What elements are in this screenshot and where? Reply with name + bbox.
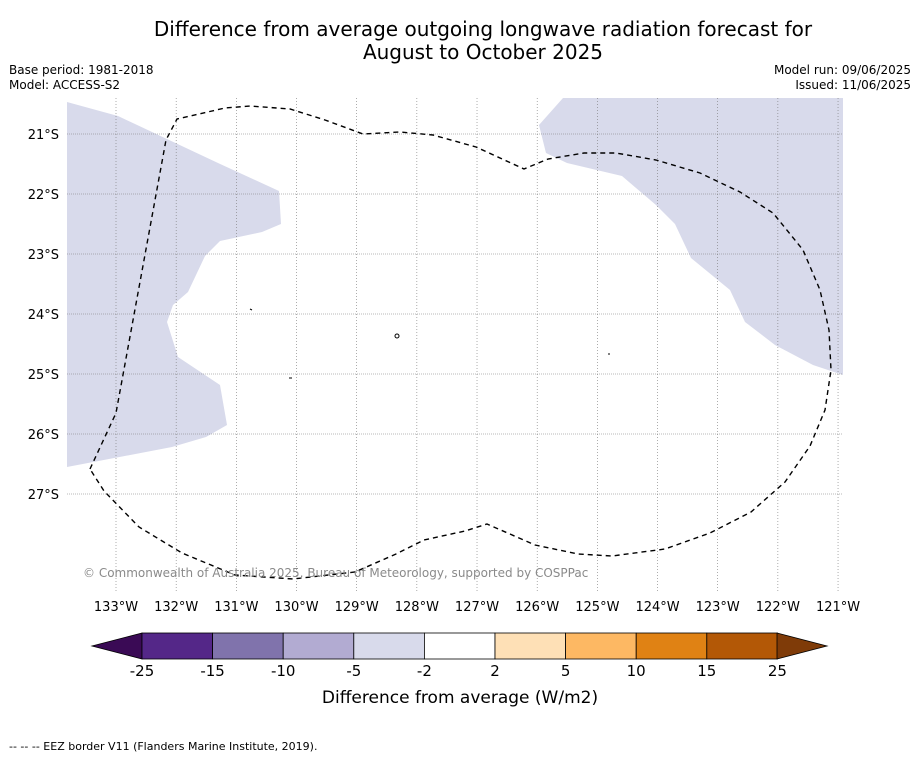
anomaly-layer xyxy=(67,98,843,467)
eez-legend: -- -- -- EEZ border V11 (Flanders Marine… xyxy=(9,740,318,753)
latitude-label: 27°S xyxy=(28,488,59,503)
colorbar-segment xyxy=(282,632,355,660)
longitude-label: 128°W xyxy=(395,600,439,615)
latitude-labels: 21°S 22°S 23°S 24°S 25°S 26°S 27°S xyxy=(28,128,59,503)
copyright-notice: © Commonwealth of Australia 2025, Bureau… xyxy=(83,566,588,580)
colorbar-segment xyxy=(494,632,566,660)
longitude-label: 131°W xyxy=(214,600,258,615)
islands xyxy=(249,308,610,379)
colorbar-tick-label: 25 xyxy=(768,662,787,680)
latitude-label: 22°S xyxy=(28,188,59,203)
colorbar-tick-label: 5 xyxy=(561,662,571,680)
longitude-label: 132°W xyxy=(154,600,198,615)
colorbar-ticks: -25 -15 -10 -5 -2 2 5 10 15 25 xyxy=(130,662,787,680)
colorbar-tick-label: 15 xyxy=(697,662,716,680)
latitude-label: 23°S xyxy=(28,248,59,263)
longitude-label: 127°W xyxy=(455,600,499,615)
latitude-label: 21°S xyxy=(28,128,59,143)
island-2 xyxy=(249,308,253,311)
colorbar-tick-label: -5 xyxy=(346,662,361,680)
colorbar-tick-label: -10 xyxy=(271,662,296,680)
map-title: Difference from average outgoing longwav… xyxy=(0,18,919,64)
longitude-label: 121°W xyxy=(816,600,860,615)
colorbar-segment xyxy=(212,632,284,660)
colorbar: -25 -15 -10 -5 -2 2 5 10 15 25 Difference from av… xyxy=(90,632,829,708)
longitude-labels: 133°W 132°W 131°W 130°W 129°W 128°W 127°W 126°W… xyxy=(94,600,860,615)
anomaly-region-west xyxy=(67,102,281,467)
latitude-label: 24°S xyxy=(28,308,59,323)
title-line-2: August to October 2025 xyxy=(362,40,604,64)
base-period: Base period: 1981-2018 xyxy=(9,63,154,77)
colorbar-segments xyxy=(141,632,778,660)
longitude-label: 133°W xyxy=(94,600,138,615)
eez-border xyxy=(89,105,832,580)
colorbar-tick-label: -2 xyxy=(417,662,432,680)
graticule xyxy=(67,98,843,591)
title-line-1: Difference from average outgoing longwav… xyxy=(153,17,813,41)
colorbar-title: Difference from average (W/m2) xyxy=(322,688,598,708)
colorbar-segment xyxy=(141,632,213,660)
longitude-label: 126°W xyxy=(515,600,559,615)
island-1 xyxy=(394,333,400,339)
model-run: Model run: 09/06/2025 xyxy=(773,63,911,77)
colorbar-segment xyxy=(423,632,496,660)
colorbar-segment xyxy=(706,632,778,660)
longitude-label: 122°W xyxy=(756,600,800,615)
longitude-label: 129°W xyxy=(335,600,379,615)
longitude-label: 130°W xyxy=(274,600,318,615)
colorbar-tick-label: 10 xyxy=(627,662,646,680)
colorbar-tick-label: -15 xyxy=(200,662,225,680)
colorbar-tick-label: -25 xyxy=(130,662,155,680)
longitude-label: 125°W xyxy=(575,600,619,615)
anomaly-region-east xyxy=(539,98,843,375)
longitude-label: 124°W xyxy=(635,600,679,615)
issued-date: Issued: 11/06/2025 xyxy=(795,78,911,92)
colorbar-segment xyxy=(353,632,425,660)
colorbar-segment xyxy=(565,632,637,660)
colorbar-tick-label: 2 xyxy=(490,662,500,680)
latitude-label: 25°S xyxy=(28,368,59,383)
colorbar-extend-max xyxy=(776,632,829,660)
latitude-label: 26°S xyxy=(28,428,59,443)
longitude-label: 123°W xyxy=(696,600,740,615)
model-name: Model: ACCESS-S2 xyxy=(9,78,121,92)
colorbar-segment xyxy=(635,632,708,660)
run-info: Model run: 09/06/2025 Issued: 11/06/2025 xyxy=(774,63,911,93)
base-info: Base period: 1981-2018 Model: ACCESS-S2 xyxy=(9,63,154,93)
colorbar-extend-min xyxy=(90,632,143,660)
